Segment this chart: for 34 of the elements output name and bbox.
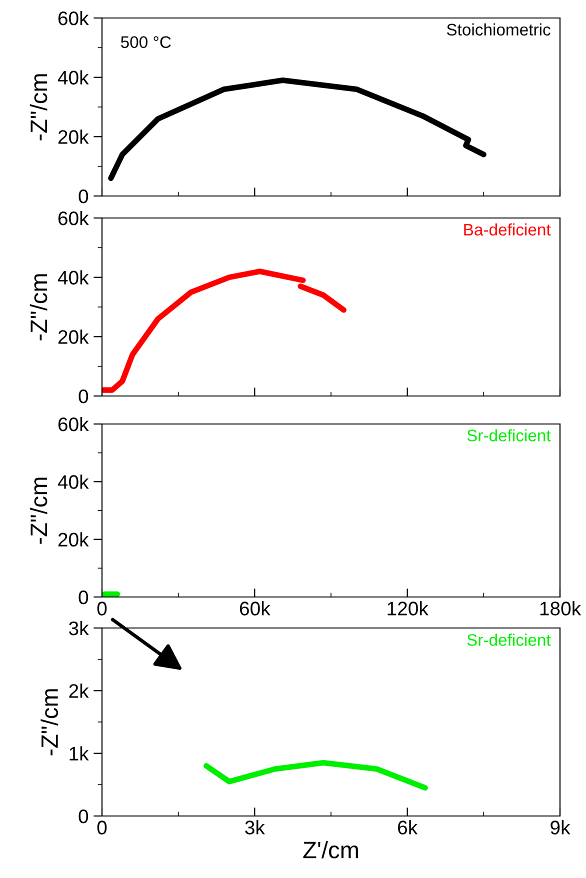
y-tick-label: 40k [58,70,89,85]
y-tick-label: 20k [58,130,89,144]
x-tick-label: 60k [240,601,270,616]
y-axis-title: -Z"/cm [30,274,48,340]
y-tick-label: 3k [69,620,89,636]
y-tick-label: 60k [58,10,89,26]
text: Sr-deficient [467,429,551,442]
y-tick-label: 0 [78,809,88,824]
text: Ba-deficient [464,223,551,236]
y-tick-label: 0 [78,590,88,604]
y-tick-label: 1k [70,746,89,760]
x-tick-label: 3k [245,820,265,834]
x-tick-label: 120k [388,601,428,616]
x-tick-label: 0 [97,820,107,834]
y-tick-label: 40k [58,474,89,489]
x-tick-label: 9k [550,820,570,834]
y-axis-title: -Z"/cm [40,689,58,756]
x-axis-title: Z'/cm [303,841,358,858]
x-tick-label: 180k [540,601,582,616]
x-tick-label: 0 [97,602,107,616]
y-tick-label: 60k [58,210,89,226]
y-tick-label: 20k [58,330,89,344]
y-tick-label: 20k [58,532,89,547]
y-axis-title: -Z"/cm [30,74,48,140]
text: Stoichiometric [446,23,550,36]
y-tick-label: 2k [69,684,89,698]
y-tick-label: 0 [78,389,88,404]
x-tick-label: 6k [398,820,418,834]
y-tick-label: 40k [58,270,89,285]
annotation: 500 °C [120,36,171,48]
y-tick-label: 60k [58,416,89,432]
y-axis-title: -Z"/cm [30,478,48,544]
text: Sr-deficient [467,634,551,646]
y-tick-label: 0 [78,189,88,204]
